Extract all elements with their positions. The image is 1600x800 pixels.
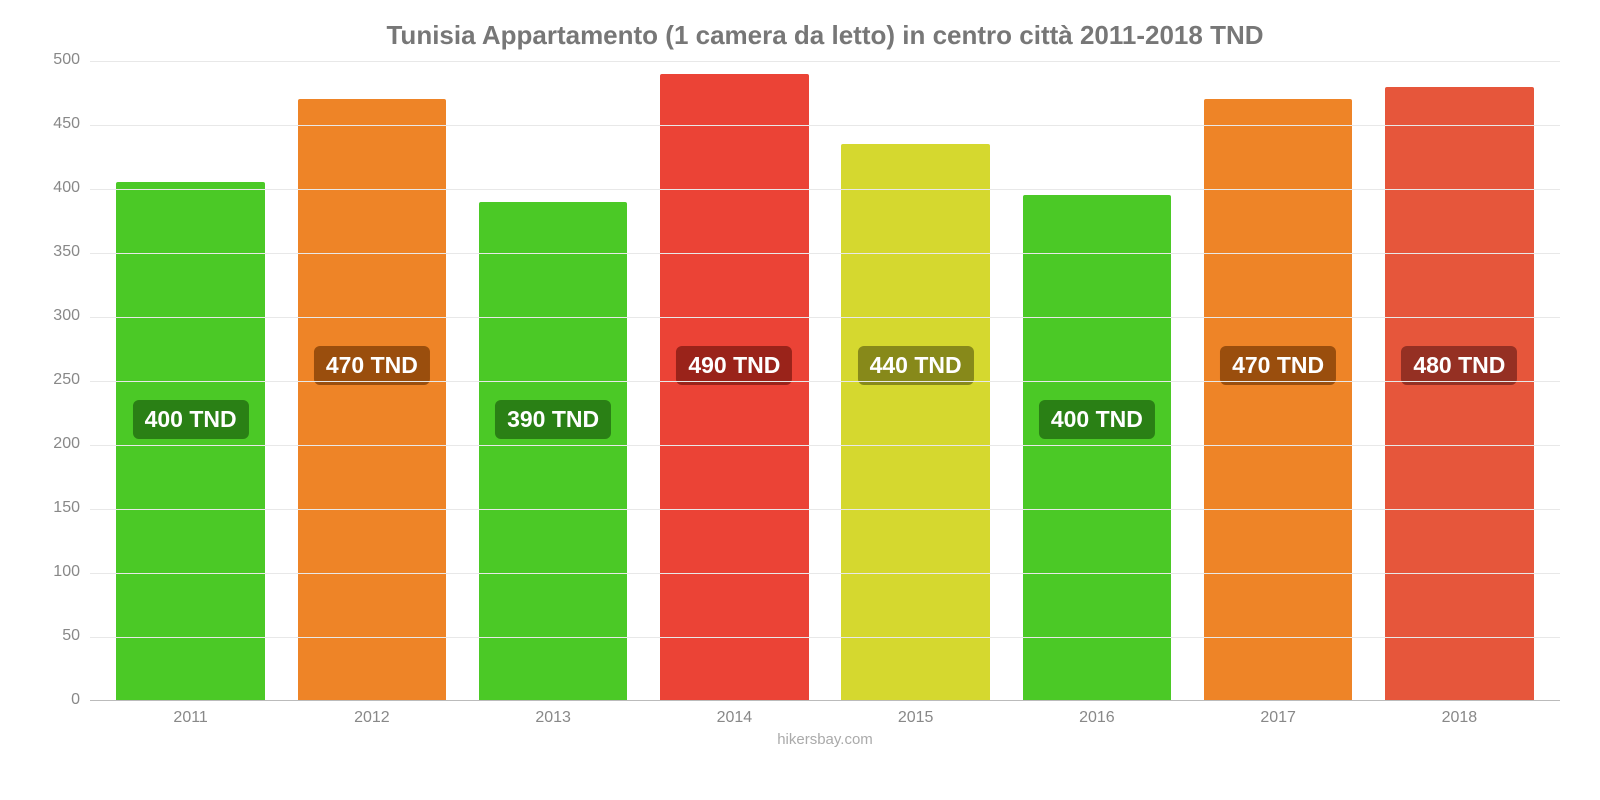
grid-line [90, 509, 1560, 510]
bar [1023, 195, 1172, 700]
x-axis-labels: 20112012201320142015201620172018 [90, 701, 1560, 727]
y-tick-label: 100 [35, 563, 80, 581]
grid-line [90, 381, 1560, 382]
bar-value-label: 400 TND [133, 400, 249, 439]
bar [479, 202, 628, 700]
grid-line [90, 637, 1560, 638]
chart-container: Tunisia Appartamento (1 camera da letto)… [0, 0, 1600, 800]
bar-value-label: 470 TND [314, 346, 430, 385]
y-tick-label: 250 [35, 371, 80, 389]
grid-line [90, 253, 1560, 254]
x-tick-label: 2013 [463, 709, 644, 727]
y-tick-label: 350 [35, 243, 80, 261]
y-tick-label: 150 [35, 499, 80, 517]
y-tick-label: 400 [35, 179, 80, 197]
y-tick-label: 50 [35, 627, 80, 645]
y-tick-label: 200 [35, 435, 80, 453]
plot-area: 400 TND 470 TND 390 TND 490 TND 440 TND 400 T… [90, 61, 1560, 701]
grid-line [90, 125, 1560, 126]
grid-line [90, 317, 1560, 318]
grid-line [90, 61, 1560, 62]
x-tick-label: 2011 [100, 709, 281, 727]
bar-value-label: 470 TND [1220, 346, 1336, 385]
bar [1385, 87, 1534, 700]
bar-value-label: 440 TND [858, 346, 974, 385]
grid-line [90, 573, 1560, 574]
bar-value-label: 490 TND [676, 346, 792, 385]
x-tick-label: 2012 [281, 709, 462, 727]
y-tick-label: 450 [35, 115, 80, 133]
x-tick-label: 2018 [1369, 709, 1550, 727]
y-tick-label: 500 [35, 51, 80, 69]
grid-line [90, 189, 1560, 190]
x-tick-label: 2015 [825, 709, 1006, 727]
bar-value-label: 400 TND [1039, 400, 1155, 439]
bar [660, 74, 809, 700]
grid-line [90, 445, 1560, 446]
x-tick-label: 2017 [1188, 709, 1369, 727]
y-tick-label: 300 [35, 307, 80, 325]
chart-title: Tunisia Appartamento (1 camera da letto)… [90, 20, 1560, 51]
bar-value-label: 480 TND [1401, 346, 1517, 385]
bar [116, 182, 265, 700]
y-tick-label: 0 [35, 691, 80, 709]
x-tick-label: 2014 [644, 709, 825, 727]
x-tick-label: 2016 [1006, 709, 1187, 727]
bar [841, 144, 990, 700]
source-label: hikersbay.com [90, 731, 1560, 748]
bar-value-label: 390 TND [495, 400, 611, 439]
